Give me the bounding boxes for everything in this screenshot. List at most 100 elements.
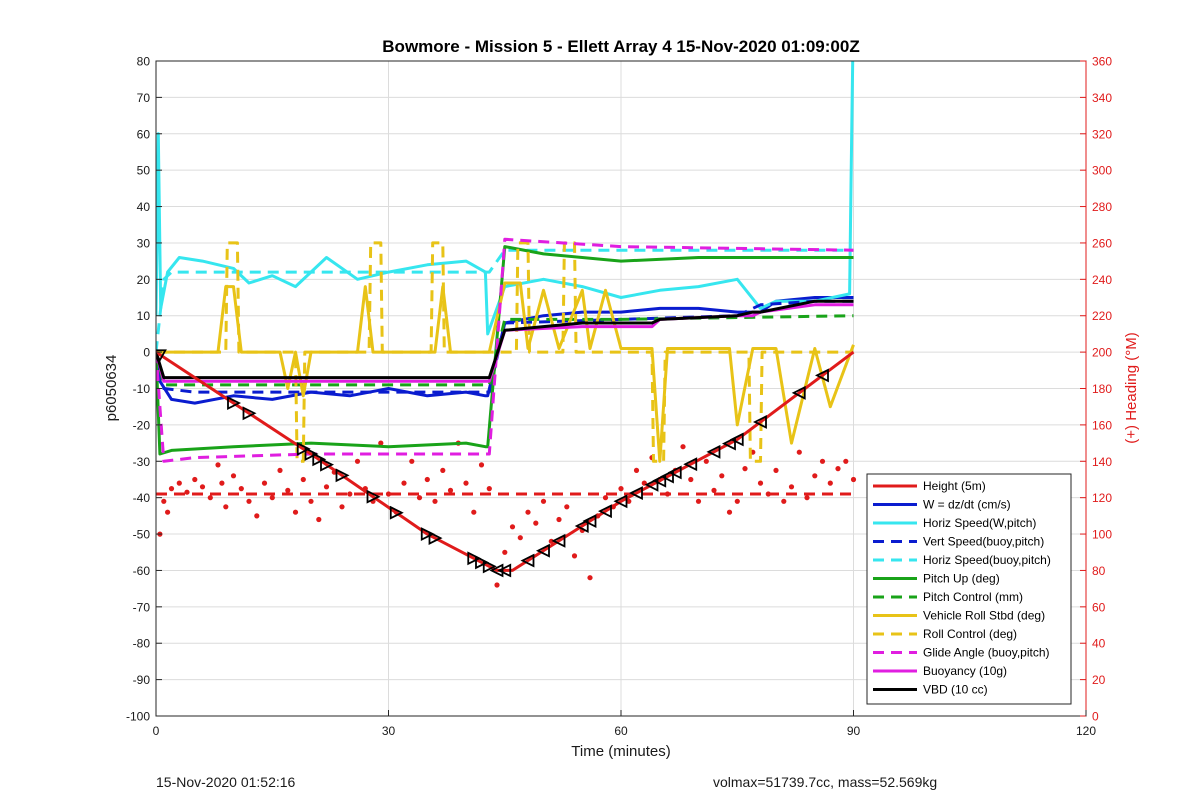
heading-point — [215, 462, 221, 468]
left-tick-label: -20 — [133, 418, 151, 432]
heading-point — [757, 480, 764, 486]
legend-label-vehicle-roll-stbd-deg: Vehicle Roll Stbd (deg) — [923, 609, 1045, 623]
time-marker — [482, 559, 497, 574]
series-line-vbd-10-cc — [156, 299, 854, 380]
heading-point — [230, 473, 237, 479]
heading-point — [339, 504, 345, 510]
heading-point — [564, 504, 570, 510]
right-tick-label: 320 — [1092, 127, 1112, 141]
bottom-tick-label: 120 — [1076, 724, 1096, 738]
right-tick-label: 360 — [1092, 55, 1112, 69]
heading-point — [796, 449, 802, 455]
series-line-height-5m — [156, 350, 855, 572]
time-marker — [791, 385, 806, 400]
heading-point — [300, 476, 306, 483]
left-tick-label: 0 — [143, 346, 150, 360]
heading-point — [471, 509, 477, 515]
heading-point — [409, 458, 415, 464]
heading-point — [556, 516, 562, 523]
heading-point — [680, 444, 686, 450]
heading-point — [385, 491, 392, 497]
left-tick-label: 30 — [137, 236, 151, 250]
left-tick-label: -10 — [133, 382, 151, 396]
x-axis-label: Time (minutes) — [571, 743, 670, 760]
left-tick-label: 40 — [137, 200, 151, 214]
heading-point — [626, 498, 632, 504]
heading-point — [207, 495, 213, 501]
heading-point — [168, 486, 175, 492]
time-marker — [428, 531, 443, 546]
time-marker — [304, 447, 319, 461]
heading-point — [184, 489, 190, 495]
chart-title: Bowmore - Mission 5 - Ellett Array 4 15-… — [382, 37, 859, 56]
legend-label-horiz-speed-buoy-pitch: Horiz Speed(buoy,pitch) — [923, 553, 1051, 567]
time-marker — [242, 406, 257, 421]
time-marker — [667, 465, 682, 480]
right-tick-label: 300 — [1092, 164, 1112, 178]
heading-point — [571, 553, 578, 559]
time-marker — [335, 468, 350, 483]
series-line-vehicle-roll-stbd-deg — [156, 281, 855, 463]
time-marker — [497, 563, 512, 578]
left-tick-label: -50 — [133, 528, 151, 542]
right-axis: 0 20 40 60 80 100 120 140 160 180 200 220 240 260 280 3… — [1080, 55, 1112, 724]
time-marker — [652, 473, 667, 488]
series-line-glide-angle-buoy-pitch — [156, 237, 854, 463]
heading-point — [424, 476, 430, 483]
heading-point — [494, 582, 500, 588]
left-tick-label: 70 — [137, 91, 151, 105]
time-marker — [467, 551, 482, 566]
heading-point — [781, 498, 787, 504]
left-tick-label: -40 — [133, 491, 151, 505]
left-tick-label: 60 — [137, 127, 151, 141]
plot-content — [156, 61, 857, 588]
heading-point — [835, 466, 841, 472]
footer-vehicle-info: volmax=51739.7cc, mass=52.569kg — [713, 774, 938, 790]
heading-point — [378, 440, 384, 446]
right-tick-label: 180 — [1092, 382, 1112, 396]
bottom-tick-label: 0 — [153, 724, 160, 738]
legend-label-horiz-speed-w-pitch: Horiz Speed(W,pitch) — [923, 516, 1036, 530]
heading-point — [850, 476, 857, 483]
legend-label-vert-speed-buoy-pitch: Vert Speed(buoy,pitch) — [923, 535, 1044, 549]
heading-point — [308, 498, 314, 504]
heading-point — [827, 480, 833, 486]
bottom-tick-label: 60 — [614, 724, 628, 738]
time-marker — [420, 527, 435, 542]
time-marker — [597, 504, 612, 519]
heading-point — [587, 575, 593, 581]
time-marker — [683, 457, 698, 472]
time-marker — [582, 514, 597, 529]
left-tick-label: 10 — [137, 309, 151, 323]
heading-point — [711, 487, 717, 493]
heading-point — [509, 524, 516, 530]
heading-point — [223, 504, 229, 510]
right-tick-label: 240 — [1092, 273, 1112, 287]
right-tick-label: 0 — [1092, 710, 1099, 724]
right-tick-label: 200 — [1092, 346, 1112, 360]
left-tick-label: -90 — [133, 673, 151, 687]
legend-box — [866, 473, 1072, 705]
right-tick-label: 160 — [1092, 418, 1112, 432]
time-marker — [644, 477, 659, 492]
heading-point — [269, 495, 275, 501]
time-marker — [156, 349, 167, 363]
legend: Height (5m) W = dz/dt (cm/s) Horiz Speed(W… — [866, 473, 1072, 705]
heading-point — [463, 480, 469, 486]
heading-point — [277, 467, 283, 473]
legend-label-height-5m: Height (5m) — [923, 479, 986, 493]
time-marker — [296, 441, 311, 456]
heading-point — [165, 509, 171, 515]
time-marker — [752, 415, 767, 429]
left-axis-label: p6050634 — [103, 355, 120, 422]
bottom-tick-label: 90 — [847, 724, 861, 738]
heading-point — [161, 498, 167, 504]
heading-point — [323, 484, 330, 490]
left-tick-label: 80 — [137, 55, 151, 69]
heading-point — [602, 495, 609, 501]
heading-point — [261, 480, 268, 486]
heading-point — [812, 473, 818, 479]
heading-point — [354, 458, 361, 464]
bottom-tick-label: 30 — [382, 724, 396, 738]
time-marker — [535, 543, 550, 558]
